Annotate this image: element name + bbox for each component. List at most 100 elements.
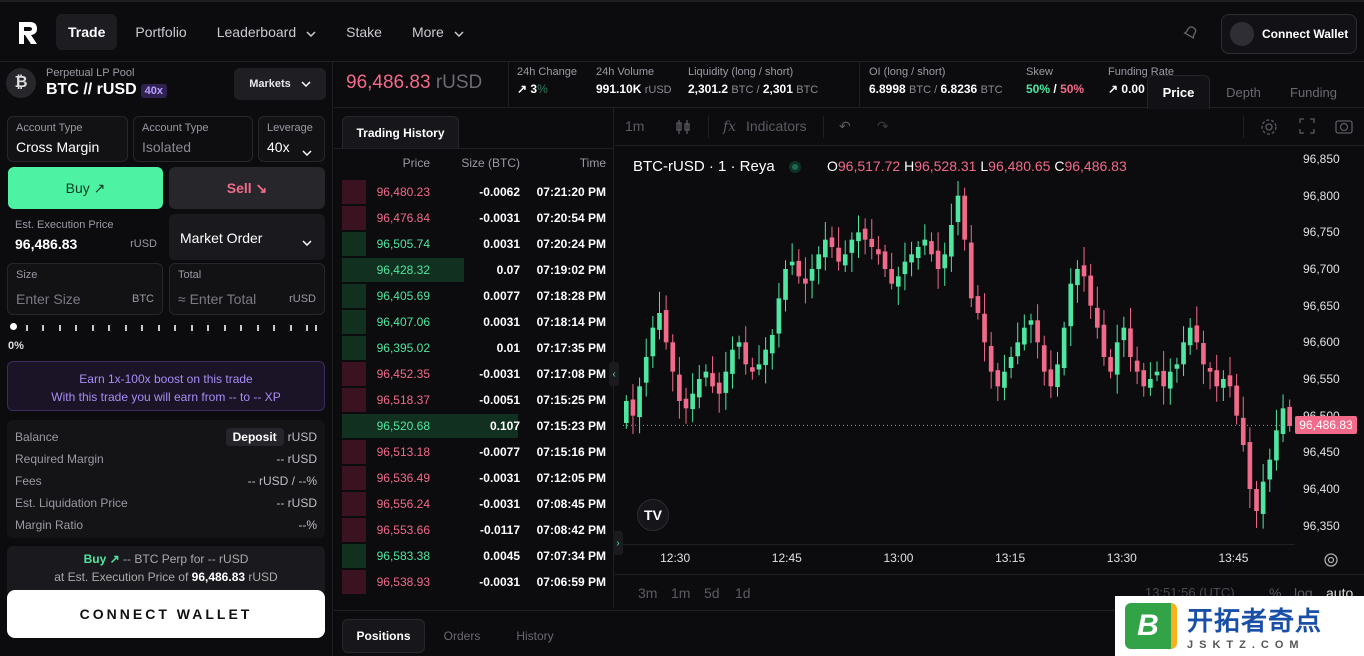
tab-trading-history[interactable]: Trading History — [342, 116, 459, 148]
stat-open-interest: OI (long / short) 6.8998 BTC / 6.8236 BT… — [869, 66, 1003, 96]
liquidation-label: Est. Liquidation Price — [15, 496, 128, 510]
range-5d[interactable]: 5d — [704, 585, 720, 601]
chevron-down-icon — [302, 145, 312, 159]
indicators-button[interactable]: fx Indicators — [723, 118, 807, 135]
account-type-label: Account Type — [16, 122, 83, 134]
axis-settings-icon[interactable] — [1323, 552, 1339, 571]
table-row[interactable]: 96,428.32 0.07 07:19:02 PM — [342, 258, 608, 282]
order-type-select[interactable]: Market Order — [169, 214, 325, 260]
tab-depth[interactable]: Depth — [1226, 84, 1261, 100]
account-type-cross[interactable]: Account Type Cross Margin — [7, 116, 128, 162]
trading-history: Trading History Price Size (BTC) Time 96… — [334, 108, 614, 608]
table-row[interactable]: 96,556.24 -0.0031 07:08:45 PM — [342, 492, 608, 516]
time-axis[interactable]: 12:30 12:45 13:00 13:15 13:30 13:45 — [615, 544, 1295, 574]
chevron-left-icon[interactable]: ‹ — [609, 362, 619, 386]
range-1d[interactable]: 1d — [735, 585, 751, 601]
mark-price: 96,486.83 rUSD — [346, 72, 482, 94]
nav-trade[interactable]: Trade — [56, 13, 118, 50]
total-label: Total — [178, 269, 202, 281]
connect-wallet-main-button[interactable]: CONNECT WALLET — [7, 590, 325, 638]
trade-price: 96,513.18 — [376, 445, 430, 459]
tab-price[interactable]: Price — [1147, 75, 1210, 109]
depth-bar — [342, 388, 366, 412]
fullscreen-icon[interactable] — [1299, 118, 1315, 137]
undo-icon[interactable]: ↶ — [839, 118, 851, 134]
watermark-line-2: JSKTZ.COM — [1187, 639, 1305, 651]
notification-bell-icon[interactable] — [1183, 24, 1199, 43]
table-row[interactable]: 96,536.49 -0.0031 07:12:05 PM — [342, 466, 608, 490]
reya-logo[interactable] — [6, 10, 50, 54]
tab-funding[interactable]: Funding — [1290, 84, 1337, 100]
candle-body — [723, 371, 729, 393]
camera-icon[interactable] — [1335, 118, 1353, 137]
candlestick-plot[interactable] — [623, 148, 1293, 544]
price-axis[interactable]: 96,850 96,800 96,750 96,700 96,650 96,600 96,5… — [1295, 148, 1364, 548]
table-row[interactable]: 96,480.23 -0.0062 07:21:20 PM — [342, 180, 608, 204]
pair-name: BTC // rUSD — [46, 81, 137, 98]
tab-positions[interactable]: Positions — [342, 619, 425, 653]
table-row[interactable]: 96,513.18 -0.0077 07:15:16 PM — [342, 440, 608, 464]
size-placeholder[interactable]: Enter Size — [16, 291, 81, 307]
margin-ratio-row: Margin Ratio --% — [15, 516, 317, 534]
depth-bar — [342, 492, 366, 516]
slider-tick — [92, 325, 94, 331]
trade-price: 96,520.68 — [376, 419, 430, 433]
total-field[interactable]: Total ≈ Enter Total rUSD — [169, 263, 325, 315]
required-margin-row: Required Margin -- rUSD — [15, 450, 317, 468]
candle-body — [1247, 442, 1253, 489]
settings-icon[interactable] — [1260, 118, 1278, 139]
table-row[interactable]: 96,395.02 0.01 07:17:35 PM — [342, 336, 608, 360]
size-slider[interactable] — [10, 323, 322, 332]
buy-button[interactable]: Buy ↗ — [8, 167, 163, 209]
candle-type-icon[interactable] — [675, 119, 691, 138]
trade-price: 96,428.32 — [376, 263, 430, 277]
chevron-right-icon[interactable]: › — [613, 531, 623, 555]
tab-history[interactable]: History — [516, 629, 554, 643]
nav-stake[interactable]: Stake — [334, 14, 394, 50]
tradingview-logo-icon[interactable]: TV — [637, 499, 669, 531]
trade-size: 0.107 — [489, 419, 520, 433]
candle-body — [856, 232, 861, 242]
redo-icon[interactable]: ↷ — [877, 118, 889, 134]
candle-body — [1154, 371, 1160, 376]
table-row[interactable]: 96,407.06 0.0031 07:18:14 PM — [342, 310, 608, 334]
range-1m[interactable]: 1m — [671, 585, 691, 601]
table-row[interactable]: 96,452.35 -0.0031 07:17:08 PM — [342, 362, 608, 386]
size-field[interactable]: Size Enter Size BTC — [7, 263, 163, 315]
sell-button[interactable]: Sell ↘ — [169, 167, 325, 209]
table-row[interactable]: 96,405.69 0.0077 07:18:28 PM — [342, 284, 608, 308]
candle-body — [803, 278, 808, 284]
nav-portfolio[interactable]: Portfolio — [123, 14, 198, 50]
tab-orders[interactable]: Orders — [443, 629, 481, 643]
table-row[interactable]: 96,476.84 -0.0031 07:20:54 PM — [342, 206, 608, 230]
nav-leaderboard[interactable]: Leaderboard — [205, 14, 328, 50]
slider-handle[interactable] — [10, 323, 17, 330]
table-row[interactable]: 96,583.38 0.0045 07:07:34 PM — [342, 544, 608, 568]
chevron-down-icon — [302, 235, 312, 249]
connect-wallet-button[interactable]: Connect Wallet — [1221, 14, 1357, 54]
stat-24h-change: 24h Change ↗ 3% — [517, 66, 577, 96]
x-tick-label: 13:00 — [883, 551, 914, 565]
interval-selector[interactable]: 1m — [625, 118, 645, 134]
trade-size: -0.0031 — [479, 471, 520, 485]
candle-body — [1227, 375, 1233, 387]
table-row[interactable]: 96,520.68 0.107 07:15:23 PM — [342, 414, 608, 438]
liquidation-value: -- rUSD — [276, 496, 317, 510]
total-placeholder[interactable]: ≈ Enter Total — [178, 291, 257, 307]
markets-dropdown[interactable]: Markets — [234, 68, 326, 100]
y-tick-label: 96,750 — [1303, 225, 1340, 240]
account-type-isolated[interactable]: Account Type Isolated — [133, 116, 253, 162]
table-row[interactable]: 96,505.74 0.0031 07:20:24 PM — [342, 232, 608, 256]
skew-sep: / — [1053, 82, 1057, 96]
nav-more[interactable]: More — [400, 14, 476, 50]
deposit-button[interactable]: Deposit — [225, 428, 284, 446]
slider-tick — [273, 325, 275, 331]
range-3m[interactable]: 3m — [638, 585, 658, 601]
table-row[interactable]: 96,538.93 -0.0031 07:06:59 PM — [342, 570, 608, 594]
boost-line-2: With this trade you will earn from -- to… — [51, 390, 281, 404]
leverage-select[interactable]: Leverage 40x — [258, 116, 325, 162]
table-row[interactable]: 96,553.66 -0.0117 07:08:42 PM — [342, 518, 608, 542]
table-row[interactable]: 96,518.37 -0.0051 07:15:25 PM — [342, 388, 608, 412]
market-status-dot — [788, 161, 801, 174]
col-size: Size (BTC) — [461, 156, 520, 170]
